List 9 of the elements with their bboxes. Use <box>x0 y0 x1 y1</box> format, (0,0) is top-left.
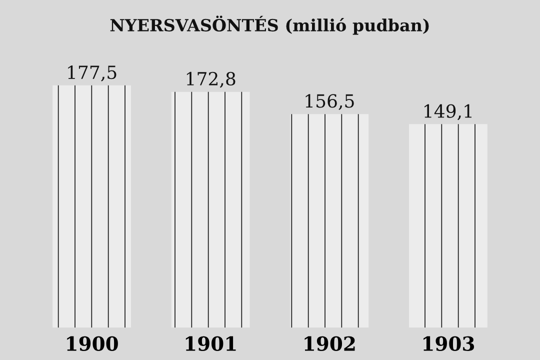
x-tick-label: 1902 <box>304 336 355 351</box>
data-label: 172,8 <box>186 72 236 88</box>
data-label: 149,1 <box>424 104 472 120</box>
chart-title: NYERSVASÖNTÉS (millió pudban) <box>110 16 429 35</box>
data-label: 177,5 <box>68 65 116 82</box>
x-tick-label: 1901 <box>186 336 236 351</box>
data-label: 156,5 <box>306 94 354 110</box>
x-tick-label: 1903 <box>424 336 474 351</box>
x-tick-label: 1900 <box>67 336 118 351</box>
